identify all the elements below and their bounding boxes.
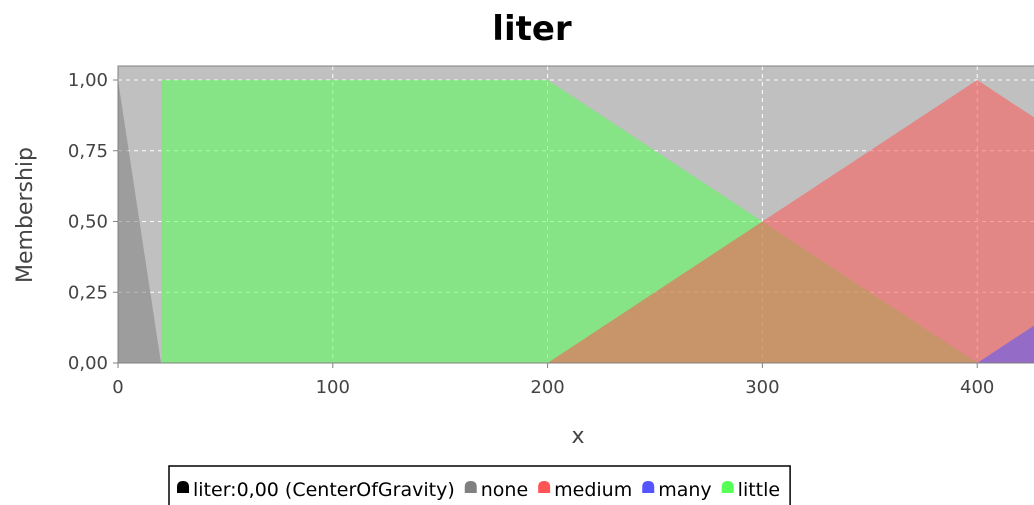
x-axis-ticks: 0100200300400500600700800 bbox=[112, 363, 994, 398]
y-tick-label: 0,50 bbox=[68, 212, 108, 233]
legend-label: little bbox=[738, 479, 780, 501]
series-medium-area bbox=[547, 80, 1034, 363]
legend-label: liter:0,00 (CenterOfGravity) bbox=[193, 479, 455, 501]
y-axis-label: Membership bbox=[13, 147, 38, 283]
x-tick-label: 0 bbox=[112, 377, 123, 398]
legend: liter:0,00 (CenterOfGravity) none medium ma… bbox=[168, 465, 791, 505]
x-tick-label: 300 bbox=[745, 377, 779, 398]
legend-swatch bbox=[464, 481, 477, 493]
legend-item: medium bbox=[538, 479, 632, 501]
y-tick-label: 1,00 bbox=[68, 70, 108, 91]
series-many-area bbox=[977, 325, 1034, 363]
y-tick-label: 0,75 bbox=[68, 141, 108, 162]
legend-item: many bbox=[642, 479, 712, 501]
chart-title: liter bbox=[492, 9, 572, 49]
x-tick-label: 200 bbox=[530, 377, 564, 398]
legend-box bbox=[168, 465, 791, 505]
legend-swatch bbox=[538, 481, 551, 493]
series-none-area bbox=[118, 80, 161, 363]
legend-label: medium bbox=[554, 479, 632, 501]
legend-item: little bbox=[721, 479, 780, 501]
legend-label: none bbox=[481, 479, 528, 501]
y-axis-ticks: 0,00 0,25 0,50 0,75 1,00 bbox=[68, 70, 118, 374]
legend-item: liter:0,00 (CenterOfGravity) bbox=[177, 479, 455, 501]
x-tick-label: 100 bbox=[316, 377, 350, 398]
legend-item: none bbox=[464, 479, 528, 501]
x-axis-label: x bbox=[571, 424, 584, 449]
series-areas bbox=[118, 80, 1034, 363]
legend-swatch bbox=[177, 481, 189, 493]
legend-label: many bbox=[658, 479, 711, 501]
legend-swatch bbox=[721, 481, 734, 493]
y-tick-label: 0,25 bbox=[68, 282, 108, 303]
legend-swatch bbox=[642, 481, 655, 493]
plot-border bbox=[117, 65, 1034, 364]
x-tick-label: 400 bbox=[960, 377, 994, 398]
y-tick-label: 0,00 bbox=[68, 353, 108, 374]
